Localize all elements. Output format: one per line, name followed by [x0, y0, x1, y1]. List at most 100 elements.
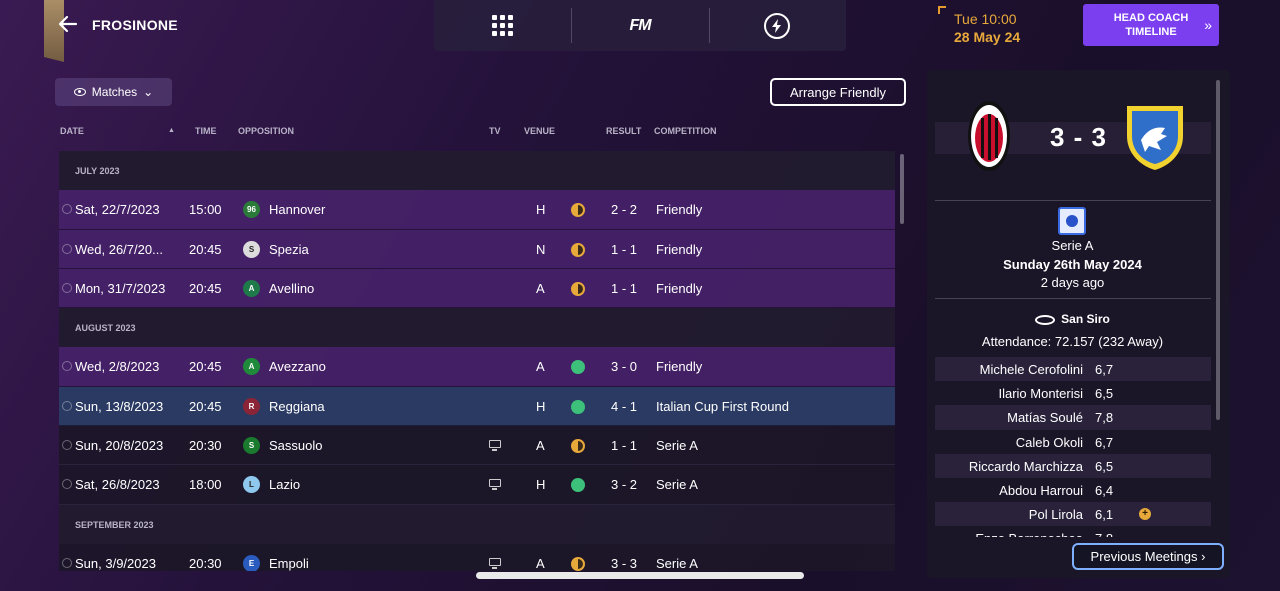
- played-check-icon: [62, 479, 72, 490]
- head-coach-timeline-button[interactable]: HEAD COACH TIMELINE »: [1083, 4, 1219, 46]
- opposition-name[interactable]: Hannover: [269, 202, 326, 218]
- menu-grid-button[interactable]: [434, 0, 571, 51]
- player-row[interactable]: Michele Cerofolini 6,7: [935, 357, 1211, 382]
- table-header: DATE ▲ TIME OPPOSITION TV VENUE RESULT C…: [0, 126, 900, 138]
- fixture-competition[interactable]: Friendly: [656, 280, 703, 296]
- played-check-icon: [62, 282, 72, 293]
- tv-icon: [489, 557, 501, 569]
- opposition-badge-icon[interactable]: A: [243, 358, 260, 376]
- fixture-result[interactable]: 3 - 2: [611, 477, 638, 493]
- quick-actions-button[interactable]: [708, 0, 846, 51]
- player-name: Ilario Monterisi: [998, 386, 1083, 402]
- played-check-icon: [62, 440, 72, 451]
- table-row[interactable]: Sat, 26/8/2023 18:00 L Lazio H 3 - 2 Serie A: [59, 465, 895, 505]
- col-date[interactable]: DATE: [60, 126, 84, 136]
- opposition-name[interactable]: Avezzano: [269, 359, 326, 375]
- col-venue[interactable]: VENUE: [524, 126, 556, 136]
- col-opposition[interactable]: OPPOSITION: [238, 126, 295, 136]
- serie-a-logo-icon[interactable]: [1058, 207, 1086, 235]
- table-scrollbar[interactable]: [900, 154, 904, 224]
- fixture-result[interactable]: 1 - 1: [611, 241, 638, 257]
- club-color-stripe: [44, 0, 64, 62]
- current-time: Tue 10:00: [954, 11, 1017, 27]
- back-button[interactable]: [56, 12, 80, 36]
- player-row[interactable]: Abdou Harroui 6,4: [935, 478, 1211, 502]
- game-date[interactable]: Tue 10:00 28 May 24: [938, 6, 1021, 45]
- opposition-name[interactable]: Spezia: [269, 241, 309, 257]
- fixture-competition[interactable]: Friendly: [656, 202, 703, 218]
- fixture-result[interactable]: 1 - 1: [611, 280, 638, 296]
- played-check-icon: [62, 557, 72, 568]
- opposition-name[interactable]: Avellino: [269, 280, 315, 296]
- table-row-selected[interactable]: Sun, 13/8/2023 20:45 R Reggiana H 4 - 1 Italia…: [59, 386, 895, 427]
- col-tv[interactable]: TV: [489, 126, 501, 136]
- fixture-result[interactable]: 4 - 1: [611, 398, 638, 414]
- arrow-left-icon: [58, 15, 78, 33]
- fixture-result[interactable]: 3 - 0: [611, 359, 638, 375]
- table-row[interactable]: Wed, 26/7/20... 20:45 S Spezia N 1 - 1 Friendl…: [59, 229, 895, 269]
- fixture-competition[interactable]: Friendly: [656, 359, 703, 375]
- fm-home-button[interactable]: FM: [571, 0, 708, 51]
- fixture-time: 20:30: [189, 438, 222, 454]
- frosinone-crest-icon[interactable]: [1123, 100, 1187, 172]
- table-row[interactable]: Sun, 20/8/2023 20:30 S Sassuolo A 1 - 1 Serie …: [59, 426, 895, 466]
- played-check-icon: [62, 400, 72, 411]
- table-row[interactable]: Sun, 3/9/2023 20:30 E Empoli A 3 - 3 Serie A: [59, 543, 895, 571]
- fixture-venue: H: [536, 398, 546, 414]
- fixture-date: Wed, 26/7/20...: [75, 241, 163, 257]
- player-row[interactable]: Matías Soulé 7,8: [935, 405, 1211, 430]
- fixture-competition[interactable]: Friendly: [656, 241, 703, 257]
- double-chevron-right-icon: »: [1204, 17, 1212, 33]
- fixture-result[interactable]: 2 - 2: [611, 202, 638, 218]
- opposition-badge-icon[interactable]: L: [243, 476, 260, 494]
- top-navigation: FM: [434, 0, 846, 51]
- col-result[interactable]: RESULT: [606, 126, 642, 136]
- result-draw-icon: [571, 203, 585, 218]
- opposition-badge-icon[interactable]: 96: [243, 201, 260, 219]
- player-name: Abdou Harroui: [999, 482, 1083, 498]
- fixture-result[interactable]: 1 - 1: [611, 438, 638, 454]
- opposition-badge-icon[interactable]: S: [243, 437, 260, 455]
- player-row[interactable]: Riccardo Marchizza 6,5: [935, 453, 1211, 478]
- table-row[interactable]: Wed, 2/8/2023 20:45 A Avezzano A 3 - 0 Friendl…: [59, 347, 895, 387]
- fixture-competition[interactable]: Serie A: [656, 555, 698, 571]
- col-time[interactable]: TIME: [195, 126, 217, 136]
- venue[interactable]: San Siro: [927, 312, 1218, 326]
- result-draw-icon: [571, 281, 585, 296]
- fixture-competition[interactable]: Serie A: [656, 477, 698, 493]
- fixture-time: 15:00: [189, 202, 222, 218]
- opposition-badge-icon[interactable]: S: [243, 240, 260, 258]
- opposition-name[interactable]: Empoli: [269, 555, 309, 571]
- opposition-name[interactable]: Sassuolo: [269, 438, 323, 454]
- fixture-date: Sun, 13/8/2023: [75, 398, 164, 414]
- table-row[interactable]: Mon, 31/7/2023 20:45 A Avellino A 1 - 1 Friend…: [59, 268, 895, 309]
- opposition-badge-icon[interactable]: E: [243, 554, 260, 571]
- panel-scrollbar[interactable]: [1216, 80, 1220, 420]
- opposition-badge-icon[interactable]: A: [243, 279, 260, 297]
- fixture-time: 20:45: [189, 280, 222, 296]
- home-indicator[interactable]: [476, 572, 804, 579]
- chevron-down-icon: ⌄: [143, 85, 154, 99]
- player-row[interactable]: Enzo Barrenechea 7,8: [935, 526, 1211, 537]
- col-competition[interactable]: COMPETITION: [654, 126, 717, 136]
- opposition-name[interactable]: Lazio: [269, 477, 301, 493]
- fixture-result[interactable]: 3 - 3: [611, 555, 638, 571]
- player-row[interactable]: Caleb Okoli 6,7: [935, 430, 1211, 454]
- player-row[interactable]: Pol Lirola 6,1 +: [935, 502, 1211, 527]
- fixture-venue: A: [536, 359, 545, 375]
- arrange-friendly-button[interactable]: Arrange Friendly: [770, 78, 906, 106]
- fixture-date: Wed, 2/8/2023: [75, 359, 160, 375]
- player-row[interactable]: Ilario Monterisi 6,5: [935, 381, 1211, 405]
- matches-view-label: Matches: [91, 85, 138, 99]
- table-row[interactable]: Sat, 22/7/2023 15:00 96 Hannover H 2 - 2 Frien…: [59, 190, 895, 230]
- matches-view-dropdown[interactable]: Matches ⌄: [55, 78, 172, 106]
- opposition-name[interactable]: Reggiana: [269, 398, 325, 414]
- current-date: 28 May 24: [954, 29, 1021, 45]
- fixture-date: Mon, 31/7/2023: [75, 280, 166, 296]
- previous-meetings-button[interactable]: Previous Meetings ›: [1072, 543, 1224, 570]
- opposition-badge-icon[interactable]: R: [243, 397, 260, 415]
- fixture-competition[interactable]: Serie A: [656, 438, 698, 454]
- player-rating: 6,5: [1095, 386, 1114, 402]
- ac-milan-crest-icon[interactable]: [967, 100, 1011, 172]
- fixture-competition[interactable]: Italian Cup First Round: [656, 398, 789, 414]
